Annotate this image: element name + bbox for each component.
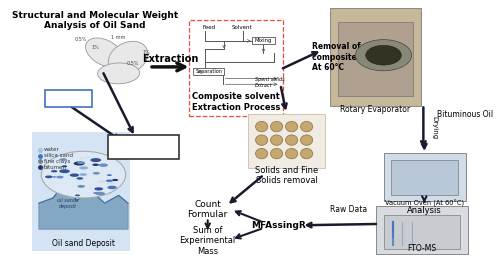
Ellipse shape (270, 135, 282, 145)
Text: oil sands
deposit: oil sands deposit (58, 198, 79, 209)
Ellipse shape (98, 63, 140, 84)
Ellipse shape (106, 180, 113, 182)
Text: Separation: Separation (195, 69, 222, 74)
Ellipse shape (52, 176, 56, 178)
Ellipse shape (76, 177, 83, 180)
Text: bitumen: bitumen (44, 165, 66, 170)
Text: FTO-MS: FTO-MS (408, 244, 436, 252)
Ellipse shape (270, 121, 282, 132)
Ellipse shape (79, 157, 84, 159)
Text: Analysis: Analysis (407, 206, 442, 215)
Ellipse shape (59, 169, 70, 173)
Ellipse shape (77, 161, 84, 164)
Ellipse shape (70, 173, 79, 177)
FancyBboxPatch shape (44, 90, 92, 106)
Text: Bituminous Oil: Bituminous Oil (438, 110, 494, 120)
FancyBboxPatch shape (108, 135, 178, 158)
Ellipse shape (112, 179, 118, 181)
Text: Raw Data: Raw Data (330, 205, 367, 214)
Text: Composite solvent
Extraction Process: Composite solvent Extraction Process (192, 92, 280, 112)
Ellipse shape (96, 192, 105, 195)
Ellipse shape (300, 121, 312, 132)
Ellipse shape (80, 166, 88, 170)
FancyBboxPatch shape (392, 159, 458, 195)
Ellipse shape (78, 185, 85, 188)
Ellipse shape (300, 135, 312, 145)
Text: Count
Formular: Count Formular (188, 200, 228, 220)
Text: Rotary Evaporator: Rotary Evaporator (340, 105, 410, 114)
Ellipse shape (45, 175, 52, 178)
Ellipse shape (62, 165, 67, 167)
Ellipse shape (107, 174, 112, 176)
Text: MFAssingR: MFAssingR (250, 221, 306, 230)
Ellipse shape (51, 170, 58, 173)
Text: Vacuum Oven (At 60°C): Vacuum Oven (At 60°C) (384, 199, 464, 206)
Ellipse shape (108, 186, 117, 189)
Text: E-SEM-EDS
Analysis: E-SEM-EDS Analysis (118, 137, 168, 156)
Text: Extraction: Extraction (142, 54, 199, 64)
Text: fine clays: fine clays (44, 159, 70, 164)
Text: Mixing: Mixing (255, 38, 272, 43)
Ellipse shape (90, 158, 101, 162)
Ellipse shape (93, 192, 100, 194)
Text: silica sand: silica sand (44, 153, 72, 158)
Ellipse shape (256, 135, 268, 145)
Text: Spent solids: Spent solids (254, 77, 284, 82)
Text: Oil sand Deposit: Oil sand Deposit (52, 239, 115, 248)
Ellipse shape (106, 182, 114, 185)
Text: 1%: 1% (92, 45, 99, 50)
Text: Drying: Drying (432, 116, 438, 139)
Text: Solids and Fine
Solids removal: Solids and Fine Solids removal (255, 165, 318, 185)
Ellipse shape (286, 121, 298, 132)
Ellipse shape (75, 194, 80, 196)
FancyBboxPatch shape (189, 20, 282, 116)
Ellipse shape (98, 163, 108, 167)
Ellipse shape (86, 38, 124, 67)
Circle shape (42, 151, 125, 198)
Text: 0.5%: 0.5% (126, 61, 139, 66)
Ellipse shape (270, 149, 282, 159)
Ellipse shape (300, 149, 312, 159)
FancyBboxPatch shape (252, 37, 275, 44)
FancyBboxPatch shape (193, 68, 224, 75)
FancyBboxPatch shape (376, 206, 468, 254)
Text: Oil Sand: Oil Sand (52, 94, 84, 103)
Ellipse shape (74, 161, 85, 165)
Text: 1 mm: 1 mm (112, 34, 126, 39)
Text: Extract: Extract (254, 83, 272, 88)
Ellipse shape (256, 149, 268, 159)
Ellipse shape (94, 187, 103, 191)
Text: Removal of
composite solvent
At 60°C: Removal of composite solvent At 60°C (312, 42, 391, 72)
FancyBboxPatch shape (330, 9, 421, 106)
Ellipse shape (256, 121, 268, 132)
Text: water: water (44, 147, 60, 152)
Ellipse shape (85, 156, 90, 158)
Polygon shape (39, 180, 128, 229)
Circle shape (356, 40, 412, 71)
Ellipse shape (80, 173, 87, 176)
Ellipse shape (286, 149, 298, 159)
FancyBboxPatch shape (384, 215, 460, 249)
FancyBboxPatch shape (338, 22, 413, 96)
FancyBboxPatch shape (384, 153, 466, 201)
Text: 0.5%: 0.5% (75, 37, 88, 42)
Ellipse shape (93, 172, 100, 175)
FancyBboxPatch shape (248, 114, 325, 168)
Text: Sum of
Experimental
Mass: Sum of Experimental Mass (180, 226, 236, 256)
Text: Solvent: Solvent (232, 26, 252, 31)
Ellipse shape (286, 135, 298, 145)
Ellipse shape (56, 176, 64, 179)
FancyBboxPatch shape (32, 132, 130, 251)
Ellipse shape (60, 158, 67, 161)
Ellipse shape (108, 41, 148, 74)
Circle shape (366, 45, 402, 65)
Text: Feed: Feed (202, 26, 215, 31)
Text: Structural and Molecular Weight
Analysis of Oil Sand: Structural and Molecular Weight Analysis… (12, 11, 178, 31)
Ellipse shape (92, 164, 99, 166)
Text: 1%: 1% (143, 50, 150, 55)
Ellipse shape (98, 180, 106, 183)
